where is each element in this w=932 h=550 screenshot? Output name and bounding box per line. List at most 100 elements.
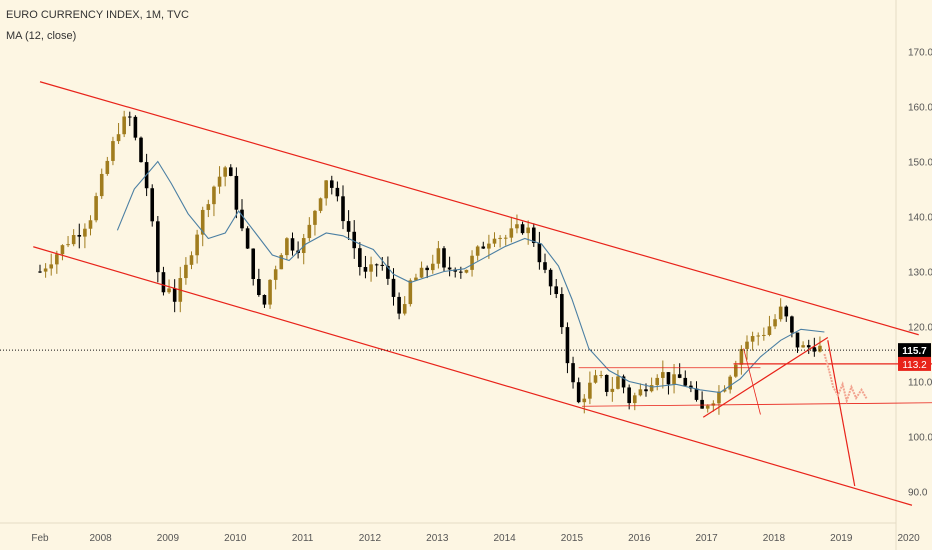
candle-down [806,345,811,348]
candle-down [621,376,626,388]
candle-up [588,382,592,399]
candle-down [352,231,357,249]
candle-down [459,271,463,273]
candle-up [801,345,805,348]
candle-down [543,262,547,270]
candle-up [49,264,54,269]
candle-up [55,254,59,265]
candle-up [773,319,777,327]
x-tick-label: 2008 [89,533,112,544]
candle-up [767,326,772,335]
candle-up [778,306,783,320]
ma-12-line [116,160,825,394]
candle-up [167,288,171,293]
candle-up [43,268,48,272]
projection-path [823,353,868,405]
candle-up [492,238,497,244]
candle-up [273,269,278,280]
candle-down [172,288,177,302]
candle-down [812,347,817,352]
candle-up [71,235,76,245]
candle-down [700,399,704,409]
candle-up [279,255,284,270]
trendline-projection-kink [743,348,761,415]
candle-up [649,385,654,392]
candle-down [571,363,575,383]
candle-up [526,227,530,234]
candle-up [60,245,65,255]
candle-up [475,246,480,256]
candle-down [245,228,250,249]
candle-up [818,345,822,352]
candle-up [487,243,491,249]
candle-up [756,335,761,337]
candle-down [790,316,794,333]
candle-up [184,264,188,279]
candle-down [391,278,396,297]
candle-up [313,210,317,225]
chart-title: EURO CURRENCY INDEX, 1M, TVC [6,9,189,21]
candle-up [99,173,104,197]
y-tick-label: 140.0 [908,213,932,224]
trendline-support-line [582,402,932,407]
candle-down [425,267,429,271]
candle-down [627,387,631,404]
candle-down [644,389,648,392]
trendline-rising-support [702,336,829,418]
candle-down [677,374,682,378]
candle-down [683,377,688,386]
candle-down [386,265,390,279]
candle-up [122,116,126,135]
candle-up [212,186,216,205]
candle-down [262,294,267,305]
candle-down [133,116,138,138]
x-tick-label: 2010 [224,533,247,544]
candle-up [419,267,424,278]
candle-down [290,238,295,251]
x-tick-label: 2011 [292,533,314,544]
candle-down [161,272,166,293]
candle-down [346,221,351,232]
candle-up [206,204,211,210]
level-badge [898,356,931,371]
candle-down [335,187,340,197]
candle-down [604,374,609,392]
y-tick-label: 90.0 [908,488,928,499]
candle-down [784,306,789,317]
candle-down [127,116,132,118]
candle-up [116,134,121,142]
candle-down [689,385,693,389]
candle-up [610,388,615,392]
candle-up [762,334,766,336]
candle-up [268,279,272,305]
candle-down [565,327,570,364]
candle-up [223,167,227,177]
candle-down [329,180,334,188]
candle-up [582,398,587,403]
candle-up [515,224,519,229]
trendline-upper-channel [39,81,919,336]
candle-up [503,237,508,239]
candle-down [380,264,385,266]
ma-indicator-label[interactable]: MA (12, close) [6,30,77,42]
candle-up [632,395,637,404]
candle-up [722,389,727,392]
candle-up [739,348,744,365]
candle-down [560,294,564,328]
candle-up [750,336,755,342]
candle-down [234,175,239,210]
candle-down [397,296,401,314]
candle-up [285,238,289,256]
candle-down [363,267,368,272]
candle-down [341,196,345,222]
x-tick-label: 2013 [426,533,449,544]
last-price-label: 115.7 [902,346,927,357]
candle-up [408,280,413,305]
y-tick-label: 160.0 [908,103,932,114]
candle-up [402,304,407,314]
trendline-projection-down [827,340,856,487]
x-tick-label: Feb [31,533,49,544]
candle-up [711,403,716,406]
